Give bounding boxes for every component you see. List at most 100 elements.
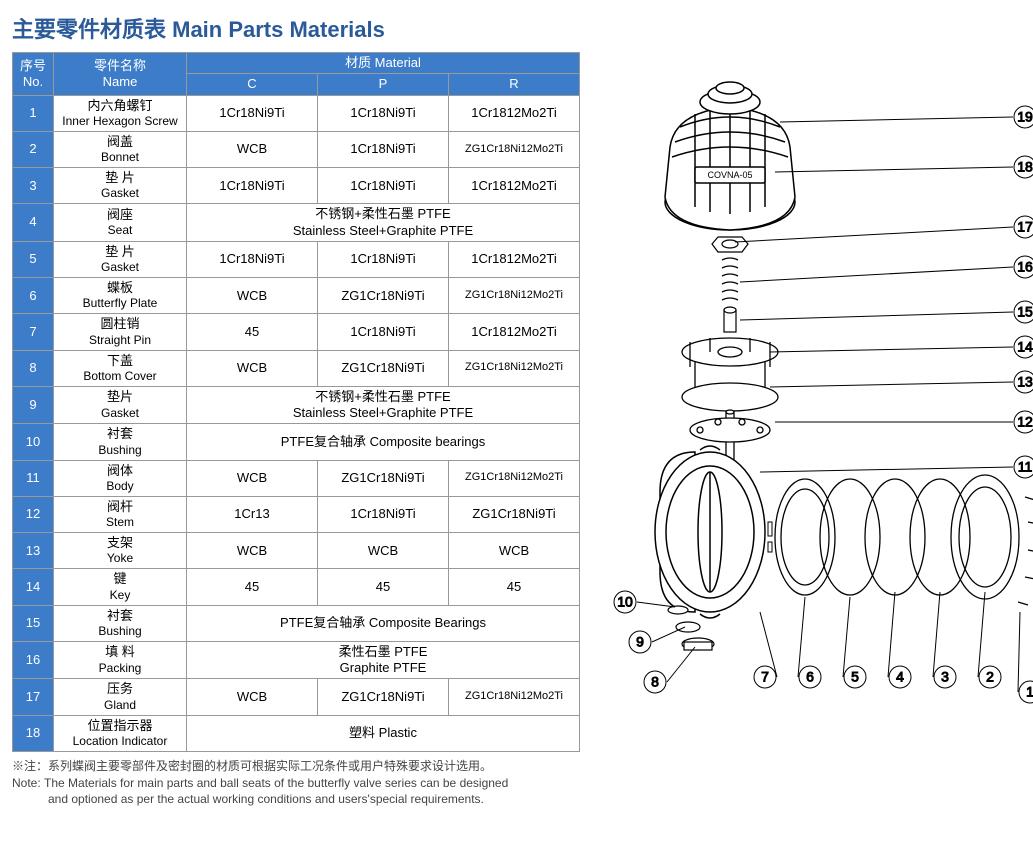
callout-7: 7: [761, 669, 769, 685]
callout-12: 12: [1017, 414, 1033, 430]
row-material-span: 柔性石墨 PTFE Graphite PTFE: [187, 641, 580, 679]
table-row: 1内六角螺钉Inner Hexagon Screw1Cr18Ni9Ti1Cr18…: [13, 95, 580, 131]
table-row: 5垫 片Gasket1Cr18Ni9Ti1Cr18Ni9Ti1Cr1812Mo2…: [13, 241, 580, 277]
row-material-c: WCB: [187, 533, 318, 569]
callout-9: 9: [636, 634, 644, 650]
table-row: 13支架YokeWCBWCBWCB: [13, 533, 580, 569]
callout-2: 2: [986, 669, 994, 685]
row-no: 3: [13, 168, 54, 204]
callout-16: 16: [1017, 259, 1033, 275]
table-row: 14键Key454545: [13, 569, 580, 605]
col-P: P: [318, 74, 449, 95]
row-no: 2: [13, 131, 54, 167]
row-material-p: ZG1Cr18Ni9Ti: [318, 679, 449, 715]
row-no: 7: [13, 314, 54, 350]
callout-11: 11: [1018, 459, 1033, 475]
row-material-r: ZG1Cr18Ni12Mo2Ti: [449, 131, 580, 167]
row-name: 垫 片Gasket: [54, 241, 187, 277]
row-material-span: PTFE复合轴承 Composite Bearings: [187, 605, 580, 641]
row-material-c: 45: [187, 569, 318, 605]
row-material-r: ZG1Cr18Ni12Mo2Ti: [449, 460, 580, 496]
col-no: 序号 No.: [13, 53, 54, 96]
row-material-r: 1Cr1812Mo2Ti: [449, 314, 580, 350]
callout-14: 14: [1017, 339, 1033, 355]
row-no: 8: [13, 350, 54, 386]
row-no: 17: [13, 679, 54, 715]
table-row: 18位置指示器Location Indicator塑料 Plastic: [13, 715, 580, 751]
row-no: 11: [13, 460, 54, 496]
row-material-p: 1Cr18Ni9Ti: [318, 314, 449, 350]
row-name: 垫片Gasket: [54, 386, 187, 424]
row-material-p: ZG1Cr18Ni9Ti: [318, 278, 449, 314]
col-name: 零件名称 Name: [54, 53, 187, 96]
table-row: 15衬套BushingPTFE复合轴承 Composite Bearings: [13, 605, 580, 641]
row-material-span: PTFE复合轴承 Composite bearings: [187, 424, 580, 460]
row-material-r: ZG1Cr18Ni12Mo2Ti: [449, 278, 580, 314]
row-name: 圆柱销Straight Pin: [54, 314, 187, 350]
row-name: 衬套Bushing: [54, 424, 187, 460]
row-name: 阀盖Bonnet: [54, 131, 187, 167]
row-material-c: 45: [187, 314, 318, 350]
row-name: 内六角螺钉Inner Hexagon Screw: [54, 95, 187, 131]
row-material-c: WCB: [187, 131, 318, 167]
table-row: 7圆柱销Straight Pin451Cr18Ni9Ti1Cr1812Mo2Ti: [13, 314, 580, 350]
table-row: 12阀杆Stem1Cr131Cr18Ni9TiZG1Cr18Ni9Ti: [13, 496, 580, 532]
callout-17: 17: [1017, 219, 1033, 235]
row-material-p: 1Cr18Ni9Ti: [318, 95, 449, 131]
row-material-r: 1Cr1812Mo2Ti: [449, 95, 580, 131]
row-material-p: ZG1Cr18Ni9Ti: [318, 350, 449, 386]
callout-13: 13: [1017, 374, 1033, 390]
table-row: 17压务GlandWCBZG1Cr18Ni9TiZG1Cr18Ni12Mo2Ti: [13, 679, 580, 715]
row-material-span: 不锈钢+柔性石墨 PTFE Stainless Steel+Graphite P…: [187, 386, 580, 424]
row-no: 10: [13, 424, 54, 460]
row-no: 4: [13, 204, 54, 242]
row-material-r: 1Cr1812Mo2Ti: [449, 168, 580, 204]
callout-6: 6: [806, 669, 814, 685]
row-name: 蝶板Butterfly Plate: [54, 278, 187, 314]
row-material-p: ZG1Cr18Ni9Ti: [318, 460, 449, 496]
row-name: 填 料Packing: [54, 641, 187, 679]
callout-15: 15: [1017, 304, 1033, 320]
row-no: 18: [13, 715, 54, 751]
row-name: 阀座Seat: [54, 204, 187, 242]
table-row: 6蝶板Butterfly PlateWCBZG1Cr18Ni9TiZG1Cr18…: [13, 278, 580, 314]
exploded-diagram: COVNA-05: [600, 52, 1033, 722]
row-no: 1: [13, 95, 54, 131]
callout-10: 10: [617, 594, 633, 610]
row-name: 阀体Body: [54, 460, 187, 496]
callout-4: 4: [896, 669, 904, 685]
row-material-r: ZG1Cr18Ni12Mo2Ti: [449, 350, 580, 386]
row-material-c: 1Cr13: [187, 496, 318, 532]
row-no: 16: [13, 641, 54, 679]
row-material-p: 1Cr18Ni9Ti: [318, 496, 449, 532]
row-no: 9: [13, 386, 54, 424]
row-name: 支架Yoke: [54, 533, 187, 569]
callout-1: 1: [1026, 684, 1033, 700]
row-material-r: ZG1Cr18Ni9Ti: [449, 496, 580, 532]
callout-3: 3: [941, 669, 949, 685]
row-material-c: 1Cr18Ni9Ti: [187, 241, 318, 277]
row-material-span: 塑料 Plastic: [187, 715, 580, 751]
row-material-c: WCB: [187, 460, 318, 496]
table-row: 3垫 片Gasket1Cr18Ni9Ti1Cr18Ni9Ti1Cr1812Mo2…: [13, 168, 580, 204]
row-name: 压务Gland: [54, 679, 187, 715]
row-name: 阀杆Stem: [54, 496, 187, 532]
row-material-c: 1Cr18Ni9Ti: [187, 95, 318, 131]
row-name: 键Key: [54, 569, 187, 605]
row-no: 12: [13, 496, 54, 532]
row-no: 14: [13, 569, 54, 605]
row-material-p: 1Cr18Ni9Ti: [318, 131, 449, 167]
callout-18: 18: [1017, 159, 1033, 175]
table-row: 10衬套BushingPTFE复合轴承 Composite bearings: [13, 424, 580, 460]
table-row: 2阀盖BonnetWCB1Cr18Ni9TiZG1Cr18Ni12Mo2Ti: [13, 131, 580, 167]
row-material-c: WCB: [187, 679, 318, 715]
row-material-p: 1Cr18Ni9Ti: [318, 241, 449, 277]
row-material-r: ZG1Cr18Ni12Mo2Ti: [449, 679, 580, 715]
row-material-p: 45: [318, 569, 449, 605]
row-name: 下盖Bottom Cover: [54, 350, 187, 386]
callout-5: 5: [851, 669, 859, 685]
row-material-c: WCB: [187, 278, 318, 314]
materials-table-wrap: 序号 No. 零件名称 Name 材质 Material C P R 1内六角螺…: [12, 52, 580, 808]
table-row: 4阀座Seat不锈钢+柔性石墨 PTFE Stainless Steel+Gra…: [13, 204, 580, 242]
row-material-c: 1Cr18Ni9Ti: [187, 168, 318, 204]
